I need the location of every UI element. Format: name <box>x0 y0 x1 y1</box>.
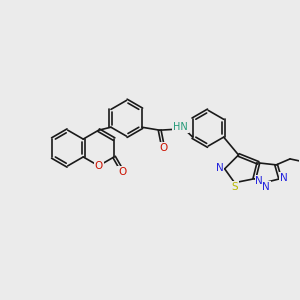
Text: N: N <box>216 163 224 173</box>
Text: N: N <box>280 173 288 183</box>
Text: O: O <box>118 167 126 177</box>
Text: O: O <box>160 143 168 153</box>
Text: N: N <box>262 182 270 192</box>
Text: O: O <box>94 161 103 171</box>
Text: HN: HN <box>173 122 188 132</box>
Text: N: N <box>256 176 263 186</box>
Text: S: S <box>231 182 238 192</box>
